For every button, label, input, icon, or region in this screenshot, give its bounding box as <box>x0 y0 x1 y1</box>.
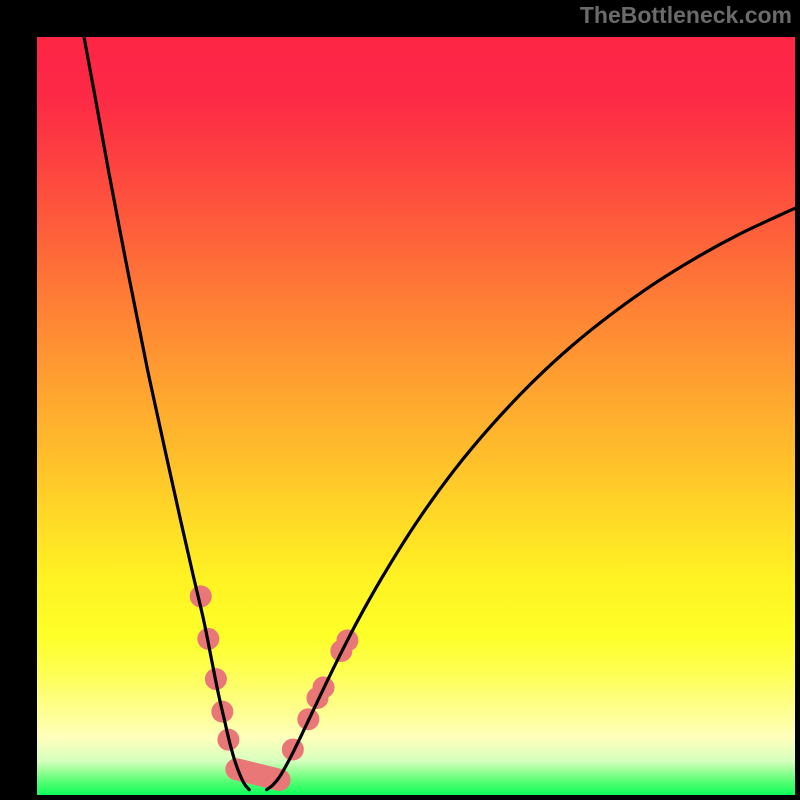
gradient-background <box>37 37 795 795</box>
watermark-text: TheBottleneck.com <box>580 2 792 29</box>
bottleneck-chart <box>37 37 795 795</box>
